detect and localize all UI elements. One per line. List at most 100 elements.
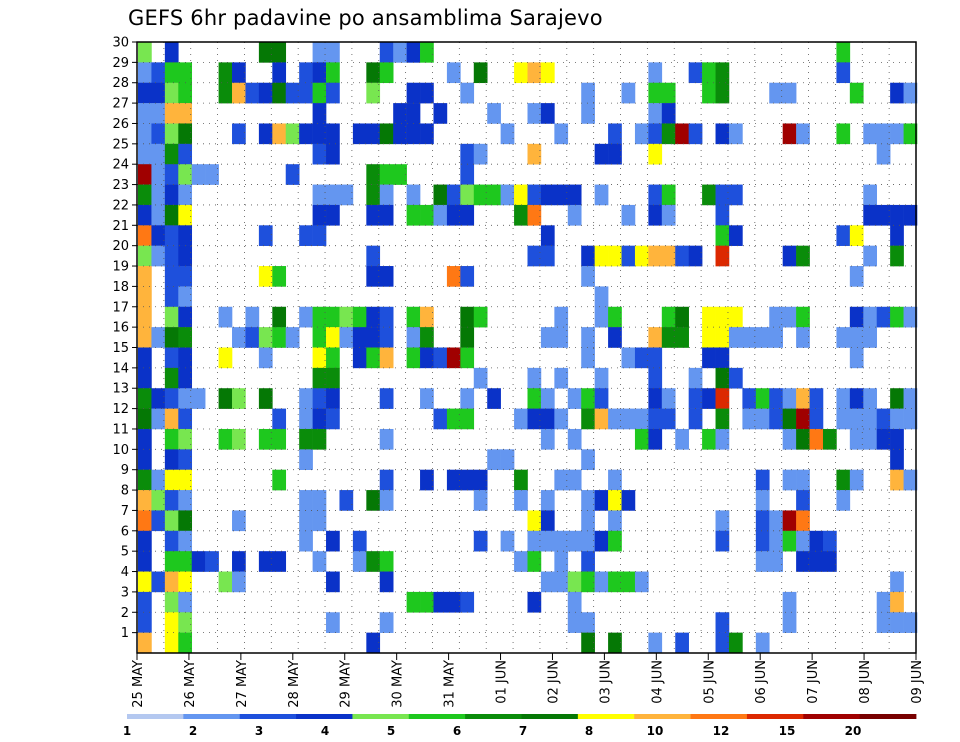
x-tick-label: 27 MAY — [235, 660, 250, 708]
heatmap-cell — [836, 408, 851, 430]
heatmap-cell — [863, 327, 878, 348]
heatmap-cell — [688, 408, 703, 430]
heatmap-cell — [245, 327, 260, 348]
y-tick-label: 29 — [112, 56, 129, 71]
heatmap-cell — [366, 123, 381, 145]
heatmap-cell — [312, 490, 327, 511]
heatmap-cell — [648, 204, 663, 226]
heatmap-cell — [178, 123, 193, 145]
heatmap-cell — [796, 388, 810, 409]
heatmap-cell — [527, 551, 542, 572]
heatmap-cell — [836, 490, 851, 511]
heatmap-cell — [581, 551, 595, 572]
heatmap-cell — [326, 571, 340, 593]
heatmap-cell — [393, 103, 407, 124]
heatmap-cell — [379, 164, 394, 185]
heatmap-cell — [138, 204, 152, 226]
heatmap-cell — [514, 184, 528, 206]
heatmap-cell — [473, 367, 488, 389]
heatmap-cell — [688, 245, 703, 267]
heatmap-cell — [675, 632, 689, 654]
heatmap-cell — [299, 510, 313, 532]
heatmap-cell — [661, 245, 676, 267]
heatmap-cell — [366, 245, 381, 267]
x-tick-label: 07 JUN — [806, 660, 821, 704]
heatmap-cell — [232, 388, 246, 409]
heatmap-cell — [890, 591, 904, 613]
heatmap-cell — [702, 62, 716, 84]
heatmap-cell — [769, 306, 783, 328]
heatmap-cell — [164, 490, 179, 511]
heatmap-cell — [849, 388, 864, 409]
heatmap-cell — [191, 388, 206, 409]
heatmap-cell — [164, 347, 179, 369]
y-tick-label: 14 — [112, 361, 129, 376]
y-tick-label: 30 — [112, 36, 129, 51]
heatmap-cell — [258, 388, 273, 409]
heatmap-cell — [581, 632, 595, 654]
heatmap-cell — [379, 490, 394, 511]
heatmap-cell — [366, 327, 381, 348]
heatmap-cell — [581, 327, 595, 348]
heatmap-cell — [420, 123, 434, 145]
heatmap-cell — [312, 347, 327, 369]
y-tick-label: 8 — [121, 484, 129, 499]
heatmap-cell — [621, 571, 636, 593]
heatmap-cell — [715, 632, 730, 654]
heatmap-cell — [406, 591, 421, 613]
heatmap-cell — [433, 347, 448, 369]
heatmap-cell — [540, 571, 555, 593]
y-tick-label: 17 — [112, 300, 129, 315]
heatmap-cell — [433, 184, 448, 206]
heatmap-cell — [648, 327, 663, 348]
heatmap-cell — [272, 82, 287, 104]
heatmap-cell — [138, 327, 152, 348]
heatmap-cell — [164, 449, 179, 470]
heatmap-cell — [164, 632, 179, 654]
heatmap-cell — [326, 143, 340, 165]
heatmap-cell — [312, 551, 327, 572]
heatmap-cell — [594, 306, 609, 328]
heatmap-cell — [809, 388, 824, 409]
heatmap-cell — [715, 530, 730, 552]
heatmap-cell — [581, 571, 595, 593]
heatmap-cell — [890, 449, 904, 470]
heatmap-cell — [769, 327, 783, 348]
heatmap-cell — [326, 82, 340, 104]
heatmap-cell — [581, 530, 595, 552]
heatmap-cell — [164, 388, 179, 409]
heatmap-cell — [420, 347, 434, 369]
heatmap-cell — [594, 143, 609, 165]
heatmap-cell — [822, 530, 837, 552]
heatmap-cell — [326, 184, 340, 206]
legend-label: 7 — [519, 724, 527, 738]
legend-label: 6 — [453, 724, 461, 738]
heatmap-cell — [460, 327, 475, 348]
x-tick-label: 01 JUN — [495, 660, 510, 704]
heatmap-cell — [903, 82, 918, 104]
heatmap-cell — [312, 103, 327, 124]
heatmap-cell — [473, 490, 488, 511]
heatmap-cell — [379, 123, 394, 145]
heatmap-cell — [809, 428, 824, 450]
heatmap-cell — [849, 469, 864, 491]
heatmap-cell — [232, 123, 246, 145]
heatmap-cell — [634, 245, 649, 267]
heatmap-cell — [420, 42, 434, 63]
heatmap-cell — [634, 123, 649, 145]
legend-swatch — [352, 714, 410, 719]
heatmap-cell — [285, 123, 300, 145]
heatmap-cell — [594, 490, 609, 511]
heatmap-cell — [540, 225, 555, 246]
heatmap-cell — [755, 327, 770, 348]
heatmap-cell — [138, 225, 152, 246]
heatmap-cell — [715, 388, 730, 409]
heatmap-cell — [406, 327, 421, 348]
heatmap-cell — [755, 530, 770, 552]
heatmap-cell — [393, 164, 407, 185]
heatmap-cell — [164, 123, 179, 145]
heatmap-cell — [164, 62, 179, 84]
heatmap-cell — [715, 225, 730, 246]
heatmap-cell — [890, 408, 904, 430]
